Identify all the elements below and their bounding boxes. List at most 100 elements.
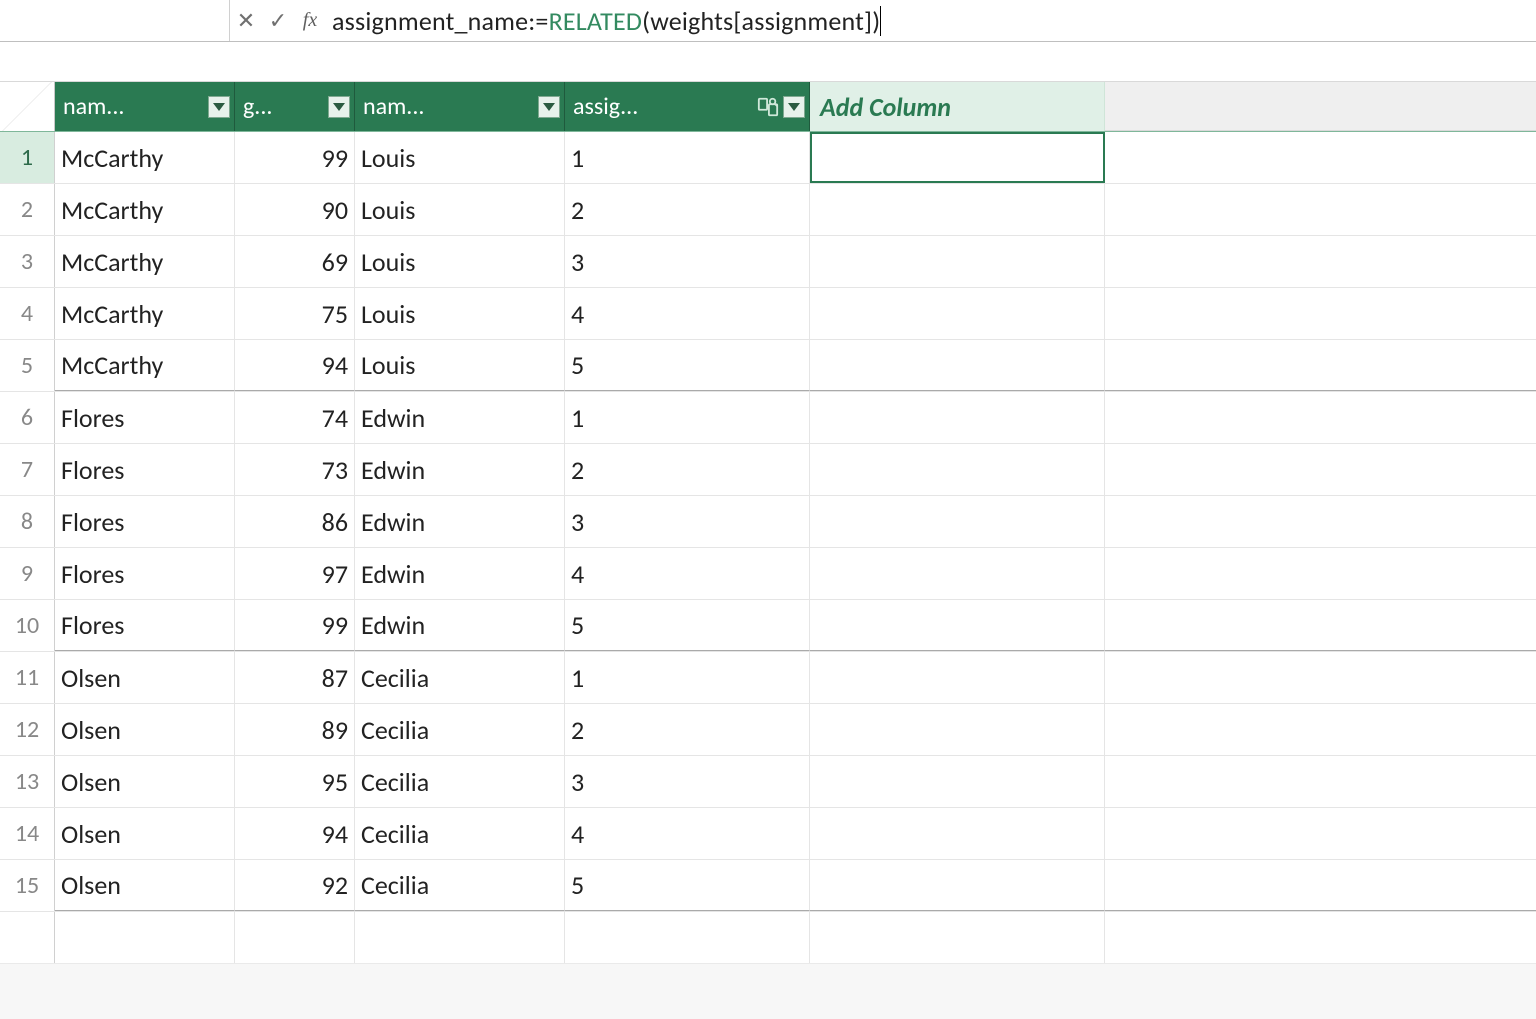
cell-lastname[interactable]: Olsen bbox=[55, 704, 235, 755]
row-number[interactable]: 5 bbox=[0, 340, 55, 391]
row-number[interactable]: 6 bbox=[0, 392, 55, 443]
cell-firstname[interactable]: Edwin bbox=[355, 600, 565, 651]
cell-firstname[interactable]: Edwin bbox=[355, 548, 565, 599]
cell-firstname[interactable]: Edwin bbox=[355, 496, 565, 547]
cell-lastname[interactable]: Flores bbox=[55, 548, 235, 599]
cell-lastname[interactable]: Olsen bbox=[55, 756, 235, 807]
cell-addcolumn[interactable] bbox=[810, 184, 1105, 235]
filter-dropdown-icon[interactable] bbox=[538, 96, 560, 118]
column-header-grade[interactable]: g... bbox=[235, 82, 355, 131]
cell-firstname[interactable]: Louis bbox=[355, 288, 565, 339]
cell-grade[interactable]: 99 bbox=[235, 132, 355, 183]
cell-lastname[interactable]: Olsen bbox=[55, 808, 235, 859]
cell-grade[interactable]: 87 bbox=[235, 652, 355, 703]
cell-firstname[interactable]: Cecilia bbox=[355, 704, 565, 755]
row-number[interactable]: 7 bbox=[0, 444, 55, 495]
row-number[interactable]: 2 bbox=[0, 184, 55, 235]
table-cell[interactable] bbox=[355, 912, 565, 963]
insert-function-button[interactable]: fx bbox=[294, 0, 326, 41]
cell-firstname[interactable]: Cecilia bbox=[355, 652, 565, 703]
cell-addcolumn[interactable] bbox=[810, 860, 1105, 911]
cell-lastname[interactable]: McCarthy bbox=[55, 132, 235, 183]
cell-lastname[interactable]: Flores bbox=[55, 496, 235, 547]
cell-firstname[interactable]: Louis bbox=[355, 184, 565, 235]
cell-grade[interactable]: 99 bbox=[235, 600, 355, 651]
row-number[interactable]: 3 bbox=[0, 236, 55, 287]
cell-lastname[interactable]: Flores bbox=[55, 444, 235, 495]
cell-assignment[interactable]: 5 bbox=[565, 600, 810, 651]
cell-addcolumn[interactable] bbox=[810, 652, 1105, 703]
cell-assignment[interactable]: 3 bbox=[565, 236, 810, 287]
table-cell[interactable] bbox=[565, 912, 810, 963]
cell-assignment[interactable]: 4 bbox=[565, 288, 810, 339]
cell-addcolumn[interactable] bbox=[810, 496, 1105, 547]
name-box[interactable] bbox=[0, 0, 230, 41]
cell-lastname[interactable]: McCarthy bbox=[55, 184, 235, 235]
row-number[interactable]: 13 bbox=[0, 756, 55, 807]
cell-firstname[interactable]: Edwin bbox=[355, 444, 565, 495]
cell-assignment[interactable]: 2 bbox=[565, 444, 810, 495]
row-number[interactable]: 1 bbox=[0, 132, 55, 183]
cell-addcolumn[interactable] bbox=[810, 756, 1105, 807]
cell-lastname[interactable]: Flores bbox=[55, 392, 235, 443]
table-cell[interactable] bbox=[55, 912, 235, 963]
cell-firstname[interactable]: Louis bbox=[355, 340, 565, 391]
cell-addcolumn[interactable] bbox=[810, 132, 1105, 183]
cell-assignment[interactable]: 3 bbox=[565, 496, 810, 547]
cell-lastname[interactable]: Olsen bbox=[55, 652, 235, 703]
cell-grade[interactable]: 97 bbox=[235, 548, 355, 599]
cell-grade[interactable]: 69 bbox=[235, 236, 355, 287]
cell-addcolumn[interactable] bbox=[810, 340, 1105, 391]
cell-assignment[interactable]: 5 bbox=[565, 860, 810, 911]
column-header-name2[interactable]: nam... bbox=[355, 82, 565, 131]
add-column-header[interactable]: Add Column bbox=[810, 82, 1105, 131]
cell-addcolumn[interactable] bbox=[810, 600, 1105, 651]
formula-enter-button[interactable]: ✓ bbox=[262, 0, 294, 41]
filter-dropdown-icon[interactable] bbox=[208, 96, 230, 118]
cell-addcolumn[interactable] bbox=[810, 704, 1105, 755]
cell-assignment[interactable]: 4 bbox=[565, 808, 810, 859]
cell-addcolumn[interactable] bbox=[810, 288, 1105, 339]
cell-assignment[interactable]: 1 bbox=[565, 652, 810, 703]
cell-assignment[interactable]: 3 bbox=[565, 756, 810, 807]
cell-assignment[interactable]: 1 bbox=[565, 132, 810, 183]
filter-dropdown-icon[interactable] bbox=[783, 96, 805, 118]
cell-firstname[interactable]: Louis bbox=[355, 236, 565, 287]
cell-lastname[interactable]: McCarthy bbox=[55, 288, 235, 339]
row-number[interactable]: 12 bbox=[0, 704, 55, 755]
cell-lastname[interactable]: Olsen bbox=[55, 860, 235, 911]
cell-firstname[interactable]: Cecilia bbox=[355, 756, 565, 807]
cell-grade[interactable]: 92 bbox=[235, 860, 355, 911]
cell-addcolumn[interactable] bbox=[810, 548, 1105, 599]
row-number[interactable]: 15 bbox=[0, 860, 55, 911]
cell-grade[interactable]: 90 bbox=[235, 184, 355, 235]
cell-assignment[interactable]: 2 bbox=[565, 184, 810, 235]
cell-addcolumn[interactable] bbox=[810, 808, 1105, 859]
cell-firstname[interactable]: Cecilia bbox=[355, 808, 565, 859]
cell-addcolumn[interactable] bbox=[810, 236, 1105, 287]
cell-grade[interactable]: 89 bbox=[235, 704, 355, 755]
cell-grade[interactable]: 94 bbox=[235, 808, 355, 859]
row-number[interactable]: 10 bbox=[0, 600, 55, 651]
cell-assignment[interactable]: 4 bbox=[565, 548, 810, 599]
cell-assignment[interactable]: 5 bbox=[565, 340, 810, 391]
cell-grade[interactable]: 95 bbox=[235, 756, 355, 807]
cell-grade[interactable]: 94 bbox=[235, 340, 355, 391]
cell-firstname[interactable]: Edwin bbox=[355, 392, 565, 443]
select-all-corner[interactable] bbox=[0, 82, 55, 131]
filter-dropdown-icon[interactable] bbox=[328, 96, 350, 118]
cell-assignment[interactable]: 1 bbox=[565, 392, 810, 443]
cell-grade[interactable]: 86 bbox=[235, 496, 355, 547]
cell-firstname[interactable]: Cecilia bbox=[355, 860, 565, 911]
cell-grade[interactable]: 75 bbox=[235, 288, 355, 339]
cell-lastname[interactable]: Flores bbox=[55, 600, 235, 651]
cell-lastname[interactable]: McCarthy bbox=[55, 236, 235, 287]
row-number[interactable] bbox=[0, 912, 55, 963]
cell-addcolumn[interactable] bbox=[810, 444, 1105, 495]
cell-grade[interactable]: 73 bbox=[235, 444, 355, 495]
formula-cancel-button[interactable]: ✕ bbox=[230, 0, 262, 41]
cell-assignment[interactable]: 2 bbox=[565, 704, 810, 755]
cell-lastname[interactable]: McCarthy bbox=[55, 340, 235, 391]
row-number[interactable]: 11 bbox=[0, 652, 55, 703]
cell-firstname[interactable]: Louis bbox=[355, 132, 565, 183]
